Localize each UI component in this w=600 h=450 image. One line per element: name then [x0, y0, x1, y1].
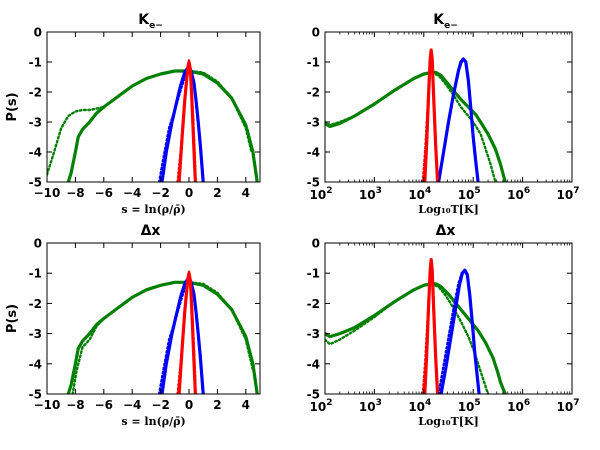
x-axis-label: s = ln(ρ/ρ̄)	[121, 415, 185, 428]
series-green-dotted	[47, 69, 253, 176]
x-tick-label: −10	[34, 186, 61, 200]
x-tick-label: 4	[242, 398, 250, 412]
y-tick-label: -2	[29, 297, 42, 311]
x-tick-label: 106	[507, 186, 530, 202]
x-tick-label: 104	[408, 186, 431, 202]
x-tick-label: 2	[213, 398, 221, 412]
y-tick-label: -4	[307, 146, 320, 160]
y-tick-label: -4	[29, 357, 42, 371]
x-tick-label: 103	[359, 186, 382, 202]
axes-frame	[46, 242, 261, 395]
series-red-dotted	[421, 259, 438, 394]
x-tick-label: −6	[95, 398, 113, 412]
panel-title: Δx	[436, 223, 456, 239]
x-axis-label: s = ln(ρ/ρ̄)	[121, 203, 185, 216]
panel-3: −10 −8 −6 −4 −2 0 2 4 0 -1 -2 -3 -4 -5 Δx s = ln(ρ/ρ̄) P…	[5, 223, 261, 428]
x-axis-label: Log₁₀T[K]	[418, 415, 479, 428]
x-tick-label: 102	[310, 398, 333, 414]
series-red-dotted	[421, 48, 438, 182]
series-blue-solid	[439, 268, 481, 394]
y-tick-label: -5	[307, 176, 320, 190]
series-green-solid	[325, 70, 507, 182]
x-tick-label: 0	[185, 398, 193, 412]
series-green-solid	[325, 282, 507, 394]
series-blue-dotted	[437, 270, 464, 394]
y-tick-label: 0	[312, 237, 320, 251]
x-tick-label: 4	[242, 186, 250, 200]
x-tick-label: 107	[557, 398, 580, 414]
x-tick-label: −4	[123, 398, 141, 412]
axes-frame	[324, 242, 573, 395]
panel-title: Ke−	[138, 12, 163, 31]
y-tick-label: -5	[29, 176, 42, 190]
y-tick-label: -3	[307, 327, 320, 341]
y-axis-label: P(s)	[5, 304, 20, 333]
x-tick-label: −4	[123, 186, 141, 200]
x-tick-label: 105	[458, 398, 481, 414]
panel-1: −10 −8 −6 −4 −2 0 2 4 0 -1 -2 -3 -4 -5 Ke− s = ln(ρ/ρ̄)…	[5, 12, 261, 216]
y-tick-label: -2	[307, 297, 320, 311]
y-tick-label: -5	[307, 388, 320, 402]
y-tick-label: 0	[34, 26, 42, 40]
panel-title: Ke−	[433, 12, 458, 31]
x-tick-label: 103	[359, 398, 382, 414]
y-tick-label: -3	[307, 116, 320, 130]
x-tick-label: 107	[557, 186, 580, 202]
y-tick-label: -5	[29, 388, 42, 402]
y-tick-label: -1	[29, 56, 42, 70]
y-axis-label: P(s)	[5, 92, 20, 121]
y-tick-label: 0	[312, 26, 320, 40]
y-tick-label: -2	[29, 86, 42, 100]
series-green-dotted	[325, 282, 490, 394]
axes-frame	[324, 31, 573, 183]
x-axis-label: Log₁₀T[K]	[418, 203, 479, 216]
x-tick-label: −10	[34, 398, 61, 412]
series-green-dotted	[71, 281, 255, 394]
y-tick-label: -4	[307, 357, 320, 371]
x-tick-label: −6	[95, 186, 113, 200]
x-tick-label: −8	[66, 398, 84, 412]
x-tick-label: 2	[213, 186, 221, 200]
x-tick-label: 104	[408, 398, 431, 414]
series-green-dotted	[325, 71, 497, 182]
y-tick-label: 0	[34, 237, 42, 251]
panel-title: Δx	[141, 223, 161, 239]
panel-4: 102 103 104 105 106 107 0 -1 -2 -3 -4 -5 Δx Log₁₀T[K]	[307, 223, 580, 428]
x-tick-label: 0	[185, 186, 193, 200]
y-tick-label: -1	[307, 56, 320, 70]
y-tick-label: -1	[29, 267, 42, 281]
panel-2: 102 103 104 105 106 107 0 -1 -2 -3 -4 -5 Ke− Log₁₀T[K…	[307, 12, 580, 216]
x-tick-label: −2	[151, 186, 169, 200]
y-tick-label: -2	[307, 86, 320, 100]
x-tick-label: 102	[310, 186, 333, 202]
series-red-dotted	[176, 270, 197, 394]
x-tick-label: −8	[66, 186, 84, 200]
x-tick-label: −2	[151, 398, 169, 412]
y-tick-label: -3	[29, 327, 42, 341]
y-tick-label: -4	[29, 146, 42, 160]
x-tick-label: 106	[507, 398, 530, 414]
x-tick-label: 105	[458, 186, 481, 202]
y-tick-label: -3	[29, 116, 42, 130]
y-tick-label: -1	[307, 267, 320, 281]
axes-frame	[46, 31, 261, 183]
series-blue-dotted	[437, 59, 464, 182]
series-red-dotted	[176, 59, 197, 182]
